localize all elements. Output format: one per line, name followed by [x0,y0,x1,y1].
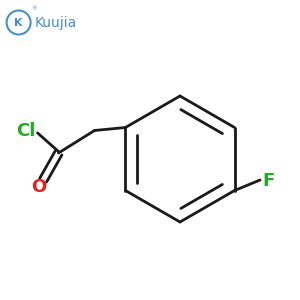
Text: ®: ® [32,6,37,11]
Text: Kuujia: Kuujia [34,16,77,29]
Text: Cl: Cl [16,122,35,140]
Text: K: K [14,17,23,28]
Text: O: O [32,178,46,196]
Text: F: F [262,172,274,190]
